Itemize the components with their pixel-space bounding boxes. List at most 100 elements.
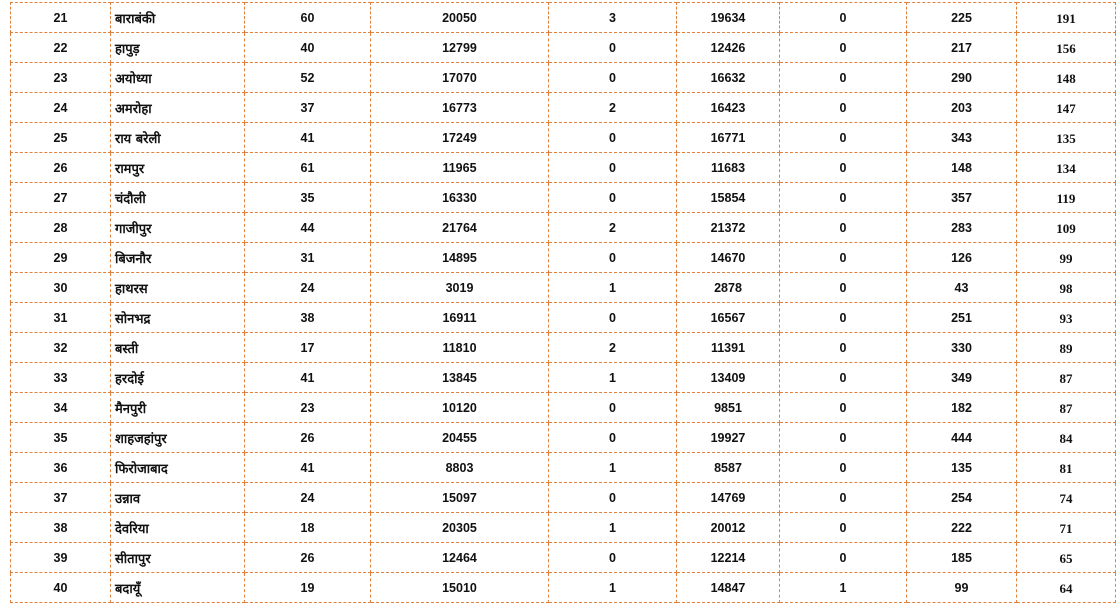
- col-6-cell: 16771: [676, 122, 780, 153]
- col-5-cell: 2: [548, 332, 677, 363]
- col-5-cell: 0: [548, 32, 677, 63]
- district-name-cell: अयोध्या: [110, 62, 245, 93]
- col-6-cell: 14769: [676, 482, 780, 513]
- table-row: 31 सोनभद्र 38 16911 0 16567 0 251 93: [10, 302, 1116, 333]
- col-9-cell: 119: [1016, 182, 1116, 213]
- serial-number-cell: 33: [10, 362, 111, 393]
- col-4-cell: 14895: [370, 242, 549, 273]
- col-5-cell: 0: [548, 482, 677, 513]
- col-5-cell: 3: [548, 2, 677, 33]
- col-3-cell: 41: [244, 362, 371, 393]
- col-3-cell: 31: [244, 242, 371, 273]
- col-4-cell: 20305: [370, 512, 549, 543]
- col-6-cell: 13409: [676, 362, 780, 393]
- col-7-cell: 0: [779, 152, 907, 183]
- col-4-cell: 16911: [370, 302, 549, 333]
- col-8-cell: 148: [906, 152, 1017, 183]
- district-name-cell: सीतापुर: [110, 542, 245, 573]
- col-6-cell: 16567: [676, 302, 780, 333]
- col-5-cell: 1: [548, 452, 677, 483]
- serial-number-cell: 21: [10, 2, 111, 33]
- district-name-cell: रामपुर: [110, 152, 245, 183]
- col-6-cell: 19634: [676, 2, 780, 33]
- col-9-cell: 134: [1016, 152, 1116, 183]
- col-5-cell: 0: [548, 152, 677, 183]
- col-3-cell: 38: [244, 302, 371, 333]
- table-row: 38 देवरिया 18 20305 1 20012 0 222 71: [10, 512, 1116, 543]
- district-name-cell: फिरोजाबाद: [110, 452, 245, 483]
- col-3-cell: 41: [244, 122, 371, 153]
- col-6-cell: 11391: [676, 332, 780, 363]
- col-9-cell: 98: [1016, 272, 1116, 303]
- col-7-cell: 0: [779, 122, 907, 153]
- col-8-cell: 290: [906, 62, 1017, 93]
- district-name-cell: उन्नाव: [110, 482, 245, 513]
- col-6-cell: 16632: [676, 62, 780, 93]
- col-3-cell: 26: [244, 422, 371, 453]
- district-name-cell: मैनपुरी: [110, 392, 245, 423]
- col-9-cell: 135: [1016, 122, 1116, 153]
- table-row: 29 बिजनौर 31 14895 0 14670 0 126 99: [10, 242, 1116, 273]
- serial-number-cell: 39: [10, 542, 111, 573]
- col-9-cell: 89: [1016, 332, 1116, 363]
- col-3-cell: 35: [244, 182, 371, 213]
- col-7-cell: 0: [779, 32, 907, 63]
- serial-number-cell: 40: [10, 572, 111, 603]
- table-row: 32 बस्ती 17 11810 2 11391 0 330 89: [10, 332, 1116, 363]
- col-5-cell: 0: [548, 422, 677, 453]
- serial-number-cell: 26: [10, 152, 111, 183]
- col-9-cell: 87: [1016, 362, 1116, 393]
- col-5-cell: 1: [548, 272, 677, 303]
- col-8-cell: 99: [906, 572, 1017, 603]
- district-name-cell: सोनभद्र: [110, 302, 245, 333]
- col-9-cell: 87: [1016, 392, 1116, 423]
- col-4-cell: 17249: [370, 122, 549, 153]
- col-3-cell: 52: [244, 62, 371, 93]
- col-8-cell: 126: [906, 242, 1017, 273]
- col-9-cell: 148: [1016, 62, 1116, 93]
- col-9-cell: 109: [1016, 212, 1116, 243]
- serial-number-cell: 28: [10, 212, 111, 243]
- col-8-cell: 135: [906, 452, 1017, 483]
- col-5-cell: 1: [548, 572, 677, 603]
- col-9-cell: 191: [1016, 2, 1116, 33]
- col-5-cell: 0: [548, 392, 677, 423]
- serial-number-cell: 30: [10, 272, 111, 303]
- serial-number-cell: 31: [10, 302, 111, 333]
- col-8-cell: 182: [906, 392, 1017, 423]
- table-row: 22 हापुड़ 40 12799 0 12426 0 217 156: [10, 32, 1116, 63]
- col-7-cell: 1: [779, 572, 907, 603]
- col-4-cell: 3019: [370, 272, 549, 303]
- col-6-cell: 20012: [676, 512, 780, 543]
- col-5-cell: 0: [548, 62, 677, 93]
- col-8-cell: 254: [906, 482, 1017, 513]
- col-6-cell: 9851: [676, 392, 780, 423]
- col-4-cell: 17070: [370, 62, 549, 93]
- col-4-cell: 15097: [370, 482, 549, 513]
- serial-number-cell: 25: [10, 122, 111, 153]
- col-7-cell: 0: [779, 452, 907, 483]
- serial-number-cell: 32: [10, 332, 111, 363]
- serial-number-cell: 38: [10, 512, 111, 543]
- table-row: 24 अमरोहा 37 16773 2 16423 0 203 147: [10, 92, 1116, 123]
- col-4-cell: 16773: [370, 92, 549, 123]
- serial-number-cell: 36: [10, 452, 111, 483]
- serial-number-cell: 34: [10, 392, 111, 423]
- col-8-cell: 343: [906, 122, 1017, 153]
- col-7-cell: 0: [779, 302, 907, 333]
- col-5-cell: 1: [548, 512, 677, 543]
- table-row: 36 फिरोजाबाद 41 8803 1 8587 0 135 81: [10, 452, 1116, 483]
- col-8-cell: 222: [906, 512, 1017, 543]
- col-5-cell: 2: [548, 212, 677, 243]
- table-row: 27 चंदौली 35 16330 0 15854 0 357 119: [10, 182, 1116, 213]
- table-row: 23 अयोध्या 52 17070 0 16632 0 290 148: [10, 62, 1116, 93]
- col-3-cell: 17: [244, 332, 371, 363]
- col-3-cell: 41: [244, 452, 371, 483]
- col-8-cell: 43: [906, 272, 1017, 303]
- col-6-cell: 15854: [676, 182, 780, 213]
- col-4-cell: 13845: [370, 362, 549, 393]
- col-4-cell: 8803: [370, 452, 549, 483]
- col-4-cell: 15010: [370, 572, 549, 603]
- col-4-cell: 12799: [370, 32, 549, 63]
- district-name-cell: हाथरस: [110, 272, 245, 303]
